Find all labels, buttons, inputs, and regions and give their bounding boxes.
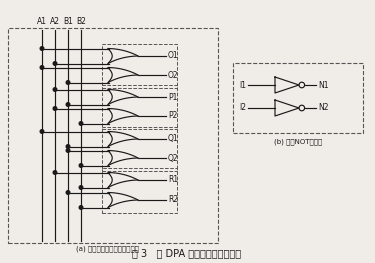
Text: A1: A1 [37,17,47,26]
Text: B2: B2 [76,17,86,26]
Circle shape [66,103,70,106]
Text: 图 3   防 DPA 攻击的基本逻辑电路: 图 3 防 DPA 攻击的基本逻辑电路 [132,248,242,258]
Circle shape [66,145,70,148]
Circle shape [53,171,57,174]
Text: Q2: Q2 [168,154,178,163]
Bar [102,127,177,170]
Circle shape [53,107,57,110]
Text: (a) 实现密码中间态互斥的电路: (a) 实现密码中间态互斥的电路 [76,246,140,252]
Text: I1: I1 [239,80,246,89]
Circle shape [79,122,83,125]
Text: N1: N1 [318,80,328,89]
Circle shape [66,81,70,84]
Bar [102,43,177,88]
Text: (b) 实现NOT的电路: (b) 实现NOT的电路 [274,138,322,145]
Text: O1: O1 [168,52,178,60]
Circle shape [53,88,57,91]
Bar [8,28,218,243]
Text: O2: O2 [168,70,178,79]
Circle shape [79,206,83,209]
Text: N2: N2 [318,104,328,113]
Text: I2: I2 [239,104,246,113]
Circle shape [53,62,57,65]
Text: P2: P2 [168,112,177,120]
Bar [102,168,177,213]
Bar [233,63,363,133]
Text: A2: A2 [50,17,60,26]
Circle shape [79,164,83,167]
Circle shape [79,186,83,189]
Text: R1: R1 [168,175,178,185]
Text: R2: R2 [168,195,178,205]
Circle shape [40,47,44,50]
Text: P1: P1 [168,93,177,102]
Bar [102,84,177,129]
Circle shape [40,66,44,69]
Circle shape [66,149,70,152]
Text: B1: B1 [63,17,73,26]
Circle shape [66,191,70,194]
Text: Q1: Q1 [168,134,178,144]
Circle shape [40,130,44,133]
